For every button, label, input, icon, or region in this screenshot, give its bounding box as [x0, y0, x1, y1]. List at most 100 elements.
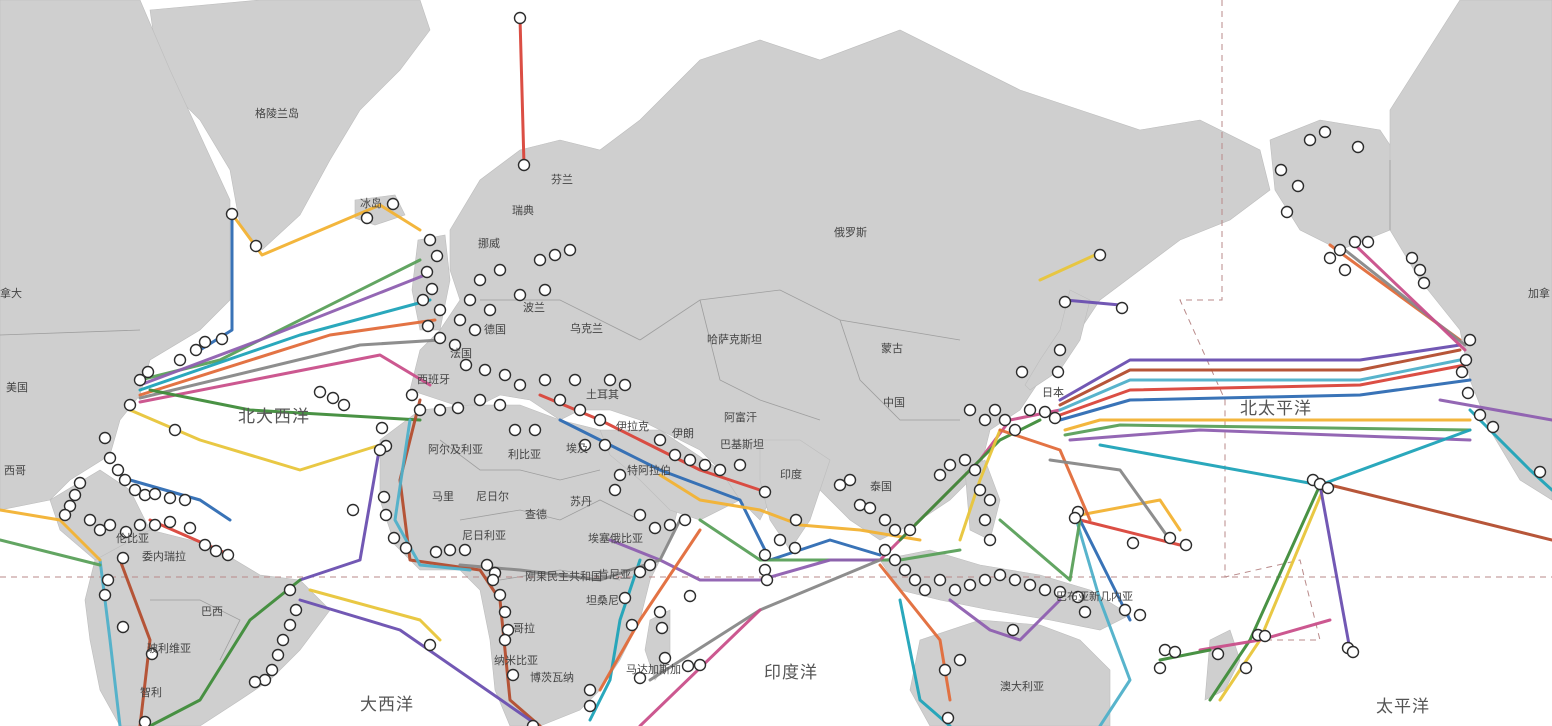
landing-station-marker[interactable] — [1038, 405, 1052, 419]
landing-station-marker[interactable] — [1459, 353, 1473, 367]
landing-station-marker[interactable] — [498, 368, 512, 382]
landing-station-marker[interactable] — [908, 573, 922, 587]
landing-station-marker[interactable] — [399, 541, 413, 555]
landing-station-marker[interactable] — [1333, 243, 1347, 257]
landing-station-marker[interactable] — [128, 483, 142, 497]
landing-station-marker[interactable] — [498, 633, 512, 647]
landing-station-marker[interactable] — [337, 398, 351, 412]
landing-station-marker[interactable] — [1153, 661, 1167, 675]
landing-station-marker[interactable] — [133, 373, 147, 387]
landing-station-marker[interactable] — [888, 553, 902, 567]
landing-station-marker[interactable] — [648, 521, 662, 535]
landing-station-marker[interactable] — [538, 283, 552, 297]
landing-station-marker[interactable] — [377, 490, 391, 504]
landing-station-marker[interactable] — [1168, 645, 1182, 659]
landing-station-marker[interactable] — [698, 458, 712, 472]
landing-station-marker[interactable] — [973, 483, 987, 497]
landing-station-marker[interactable] — [168, 423, 182, 437]
landing-station-marker[interactable] — [1008, 573, 1022, 587]
landing-station-marker[interactable] — [430, 249, 444, 263]
landing-station-marker[interactable] — [93, 523, 107, 537]
landing-station-marker[interactable] — [508, 423, 522, 437]
landing-station-marker[interactable] — [683, 453, 697, 467]
landing-station-marker[interactable] — [420, 265, 434, 279]
landing-station-marker[interactable] — [878, 513, 892, 527]
landing-station-marker[interactable] — [1461, 386, 1475, 400]
landing-station-marker[interactable] — [506, 668, 520, 682]
landing-station-marker[interactable] — [608, 483, 622, 497]
landing-station-marker[interactable] — [978, 513, 992, 527]
landing-station-marker[interactable] — [933, 468, 947, 482]
landing-station-marker[interactable] — [116, 551, 130, 565]
landing-station-marker[interactable] — [116, 620, 130, 634]
landing-station-marker[interactable] — [101, 573, 115, 587]
landing-station-marker[interactable] — [663, 518, 677, 532]
landing-station-marker[interactable] — [1274, 163, 1288, 177]
landing-station-marker[interactable] — [1093, 248, 1107, 262]
landing-station-marker[interactable] — [888, 523, 902, 537]
landing-station-marker[interactable] — [433, 331, 447, 345]
landing-station-marker[interactable] — [458, 543, 472, 557]
landing-station-marker[interactable] — [1351, 140, 1365, 154]
landing-station-marker[interactable] — [145, 647, 159, 661]
landing-station-marker[interactable] — [563, 243, 577, 257]
landing-station-marker[interactable] — [633, 671, 647, 685]
landing-station-marker[interactable] — [123, 398, 137, 412]
landing-station-marker[interactable] — [613, 468, 627, 482]
landing-station-marker[interactable] — [148, 487, 162, 501]
landing-station-marker[interactable] — [413, 403, 427, 417]
landing-station-marker[interactable] — [553, 393, 567, 407]
landing-station-marker[interactable] — [681, 659, 695, 673]
landing-station-marker[interactable] — [853, 498, 867, 512]
landing-station-marker[interactable] — [405, 388, 419, 402]
landing-station-marker[interactable] — [653, 433, 667, 447]
landing-station-marker[interactable] — [963, 578, 977, 592]
landing-station-marker[interactable] — [493, 263, 507, 277]
landing-station-marker[interactable] — [423, 233, 437, 247]
landing-station-marker[interactable] — [1473, 408, 1487, 422]
landing-station-marker[interactable] — [1211, 647, 1225, 661]
landing-station-marker[interactable] — [513, 378, 527, 392]
landing-station-marker[interactable] — [948, 583, 962, 597]
landing-station-marker[interactable] — [183, 521, 197, 535]
landing-station-marker[interactable] — [528, 423, 542, 437]
landing-station-marker[interactable] — [1338, 263, 1352, 277]
landing-station-marker[interactable] — [593, 413, 607, 427]
landing-station-marker[interactable] — [98, 588, 112, 602]
landing-station-marker[interactable] — [998, 413, 1012, 427]
landing-station-marker[interactable] — [249, 239, 263, 253]
landing-station-marker[interactable] — [668, 448, 682, 462]
landing-station-marker[interactable] — [379, 508, 393, 522]
landing-station-marker[interactable] — [941, 711, 955, 725]
landing-station-marker[interactable] — [433, 403, 447, 417]
landing-station-marker[interactable] — [1015, 365, 1029, 379]
landing-station-marker[interactable] — [618, 378, 632, 392]
landing-station-marker[interactable] — [373, 443, 387, 457]
landing-station-marker[interactable] — [538, 373, 552, 387]
landing-station-marker[interactable] — [258, 673, 272, 687]
landing-station-marker[interactable] — [289, 603, 303, 617]
landing-station-marker[interactable] — [463, 293, 477, 307]
landing-station-marker[interactable] — [1486, 420, 1500, 434]
landing-station-marker[interactable] — [468, 323, 482, 337]
landing-station-marker[interactable] — [1239, 661, 1253, 675]
landing-station-marker[interactable] — [429, 545, 443, 559]
landing-station-marker[interactable] — [760, 573, 774, 587]
landing-station-marker[interactable] — [968, 463, 982, 477]
landing-station-marker[interactable] — [1058, 295, 1072, 309]
landing-station-marker[interactable] — [693, 658, 707, 672]
landing-station-marker[interactable] — [773, 533, 787, 547]
landing-station-marker[interactable] — [326, 391, 340, 405]
landing-station-marker[interactable] — [1048, 411, 1062, 425]
landing-station-marker[interactable] — [1118, 603, 1132, 617]
landing-station-marker[interactable] — [943, 458, 957, 472]
landing-station-marker[interactable] — [918, 583, 932, 597]
landing-station-marker[interactable] — [387, 531, 401, 545]
landing-station-marker[interactable] — [58, 508, 72, 522]
landing-station-marker[interactable] — [1280, 205, 1294, 219]
landing-station-marker[interactable] — [459, 358, 473, 372]
landing-station-marker[interactable] — [1071, 590, 1085, 604]
landing-station-marker[interactable] — [421, 319, 435, 333]
landing-station-marker[interactable] — [1053, 343, 1067, 357]
landing-station-marker[interactable] — [953, 653, 967, 667]
